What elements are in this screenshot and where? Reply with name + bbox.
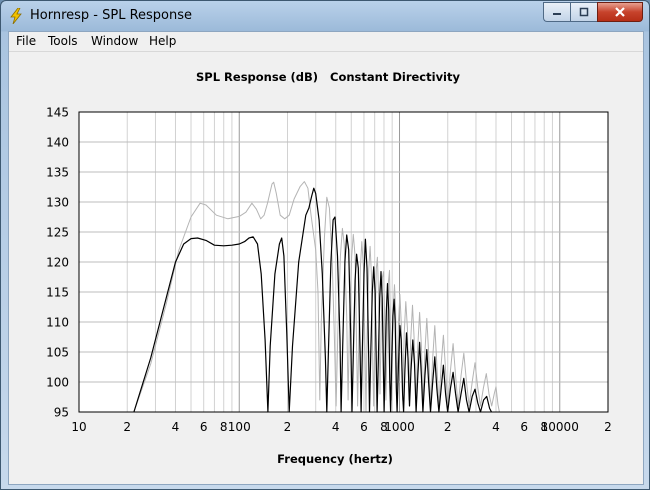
x-axis-label: Frequency (hertz) <box>277 452 393 466</box>
title-bar[interactable]: Hornresp - SPL Response <box>1 1 649 31</box>
menu-bar: File Tools Window Help <box>9 32 643 52</box>
y-tick-label: 110 <box>46 316 69 330</box>
y-tick-label: 125 <box>46 226 69 240</box>
close-button[interactable] <box>597 2 643 22</box>
window-title: Hornresp - SPL Response <box>30 8 193 23</box>
x-tick-label: 2 <box>284 420 292 434</box>
lightning-bolt-icon <box>10 8 22 24</box>
minimize-icon <box>553 13 561 15</box>
caption-buttons <box>543 2 643 22</box>
grid-lines <box>79 112 608 412</box>
x-tick-label: 4 <box>492 420 500 434</box>
y-tick-label: 140 <box>46 136 69 150</box>
x-tick-label: 10000 <box>541 420 579 434</box>
x-tick-label: 2 <box>444 420 452 434</box>
x-tick-label: 8 <box>540 420 548 434</box>
plot-area: SPL Response (dB) Constant Directivity 9… <box>9 52 643 484</box>
x-tick-label: 1000 <box>384 420 415 434</box>
x-tick-label: 6 <box>200 420 208 434</box>
y-tick-label: 100 <box>46 376 69 390</box>
x-tick-label: 4 <box>332 420 340 434</box>
client-area: File Tools Window Help SPL Response (dB)… <box>8 31 644 485</box>
maximize-button[interactable] <box>570 2 597 22</box>
y-tick-label: 145 <box>46 106 69 120</box>
y-tick-label: 115 <box>46 286 69 300</box>
x-tick-label: 10 <box>71 420 86 434</box>
chart-title: SPL Response (dB) Constant Directivity <box>196 70 460 84</box>
x-tick-label: 6 <box>520 420 528 434</box>
plot-frame <box>78 111 609 413</box>
x-tick-label: 100 <box>228 420 251 434</box>
series-lines <box>133 181 500 413</box>
x-tick-label: 6 <box>360 420 368 434</box>
menu-help[interactable]: Help <box>149 34 177 48</box>
menu-file[interactable]: File <box>16 34 37 48</box>
minimize-button[interactable] <box>543 2 570 22</box>
y-tick-label: 95 <box>54 406 69 420</box>
y-tick-label: 105 <box>46 346 69 360</box>
x-tick-label: 2 <box>604 420 612 434</box>
spl-series-line-1 <box>133 181 500 413</box>
x-tick-label: 8 <box>220 420 228 434</box>
x-tick-label: 4 <box>172 420 180 434</box>
y-tick-label: 130 <box>46 196 69 210</box>
y-axis-ticks: 95 100 105 110 115 120 125 130 135 140 145 <box>46 106 69 420</box>
spl-chart: SPL Response (dB) Constant Directivity 9… <box>46 70 612 466</box>
x-tick-label: 2 <box>123 420 131 434</box>
maximize-icon <box>579 7 589 17</box>
spl-series-line-2 <box>133 187 493 413</box>
menu-tools[interactable]: Tools <box>48 34 78 48</box>
x-tick-label: 8 <box>380 420 388 434</box>
y-tick-label: 135 <box>46 166 69 180</box>
close-icon <box>615 7 625 17</box>
menu-window[interactable]: Window <box>91 34 139 48</box>
y-tick-label: 120 <box>46 256 69 270</box>
